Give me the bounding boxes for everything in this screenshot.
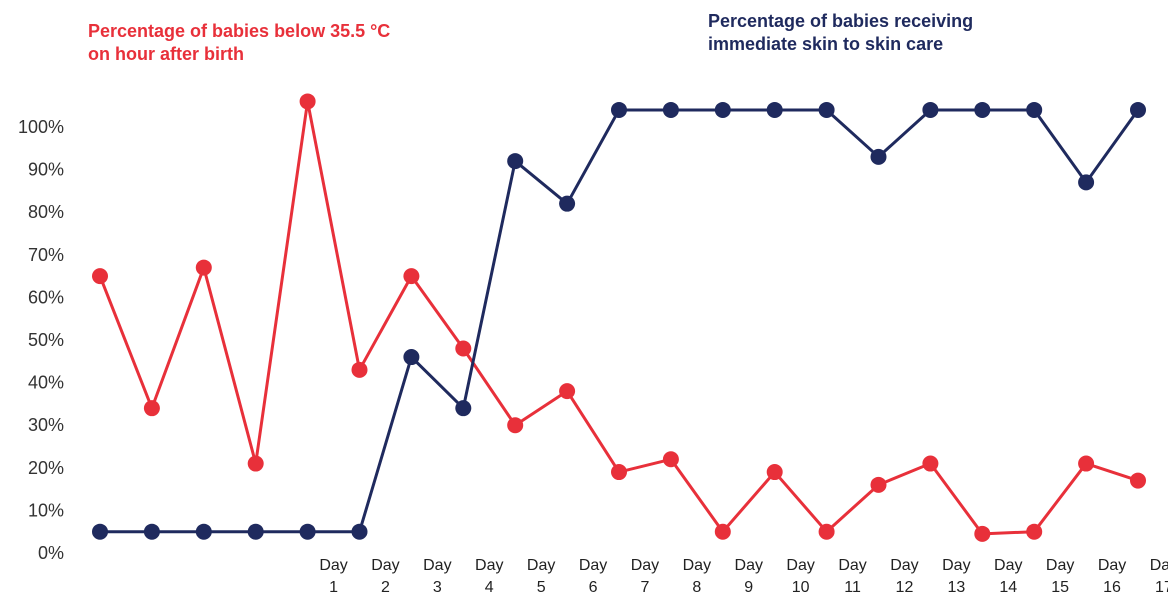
x-tick-label: 9 [744, 579, 753, 596]
red-series-point [662, 451, 679, 468]
y-tick-label: 70% [28, 245, 64, 265]
blue-series-point [662, 101, 679, 118]
red-series-point [195, 259, 212, 276]
red-series-point [143, 400, 160, 417]
legend-blue-line-1: Percentage of babies receiving [708, 11, 974, 31]
x-tick-label: 7 [640, 579, 649, 596]
red-series-point [559, 383, 576, 400]
blue-series-point [403, 349, 420, 366]
blue-series-point [92, 523, 108, 540]
x-tick-label: 14 [999, 579, 1017, 596]
blue-series-point [195, 523, 212, 540]
red-series-point [1130, 472, 1146, 489]
red-series-point [455, 340, 472, 357]
x-tick-label: Day [1150, 557, 1168, 574]
series-points [92, 93, 1146, 542]
y-tick-label: 0% [38, 543, 64, 563]
blue-series-point [507, 153, 524, 170]
blue-series-point [714, 101, 731, 118]
red-series-point [299, 93, 316, 110]
y-tick-label: 20% [28, 458, 64, 478]
y-tick-label: 100% [18, 117, 64, 137]
x-tick-label: Day [942, 557, 970, 574]
x-tick-label: Day [475, 557, 503, 574]
x-tick-label: 13 [947, 579, 965, 596]
x-tick-label: Day [735, 557, 763, 574]
x-tick-label: 10 [792, 579, 810, 596]
x-tick-label: Day [319, 557, 347, 574]
x-tick-label: 2 [381, 579, 390, 596]
blue-series-point [455, 400, 472, 417]
x-tick-label: Day [1098, 557, 1126, 574]
x-tick-label: Day [371, 557, 399, 574]
y-tick-label: 40% [28, 373, 64, 393]
blue-series-point [766, 101, 783, 118]
blue-series-point [1130, 101, 1146, 118]
blue-series-point [351, 523, 368, 540]
red-series-point [507, 417, 524, 434]
blue-series-point [143, 523, 160, 540]
red-series-point [611, 464, 627, 481]
red-series-point [247, 455, 264, 472]
blue-series-point [611, 101, 627, 118]
x-axis-ticks: Day 1 Day 2 Day 3 Day 4 Day 5 Day 6 Day 7 Day 8 Day 9 Day 1… [319, 557, 1168, 596]
x-tick-label: 1 [329, 579, 338, 596]
x-tick-label: 8 [692, 579, 701, 596]
x-tick-label: Day [631, 557, 659, 574]
red-series-point [92, 268, 108, 285]
red-series-point [351, 361, 368, 378]
legend-blue-series: Percentage of babies receiving immediate… [708, 10, 973, 56]
y-tick-label: 80% [28, 202, 64, 222]
x-tick-label: Day [579, 557, 607, 574]
x-tick-label: 5 [537, 579, 546, 596]
y-tick-label: 50% [28, 330, 64, 350]
blue-series-point [559, 195, 576, 212]
legend-red-series: Percentage of babies below 35.5 °C on ho… [88, 20, 390, 66]
legend-red-line-1: Percentage of babies below 35.5 °C [88, 21, 391, 41]
y-tick-label: 30% [28, 415, 64, 435]
x-tick-label: Day [890, 557, 918, 574]
blue-series-point [818, 101, 835, 118]
red-series-point [870, 476, 887, 493]
red-series-point [1026, 523, 1043, 540]
y-tick-label: 90% [28, 160, 64, 180]
blue-series-point [299, 523, 316, 540]
blue-series-point [247, 523, 264, 540]
red-series-point [403, 268, 420, 285]
x-tick-label: Day [683, 557, 711, 574]
blue-series-point [974, 101, 991, 118]
x-tick-label: Day [1046, 557, 1074, 574]
blue-series-point [922, 101, 939, 118]
x-tick-label: 4 [485, 579, 494, 596]
x-tick-label: 12 [896, 579, 914, 596]
x-tick-label: Day [423, 557, 451, 574]
y-tick-label: 10% [28, 500, 64, 520]
x-tick-label: Day [786, 557, 814, 574]
red-series-point [714, 523, 731, 540]
blue-series-point [870, 148, 887, 165]
blue-series-point [1078, 174, 1095, 191]
red-series-point [766, 464, 783, 481]
red-series-point [1078, 455, 1095, 472]
y-tick-label: 60% [28, 287, 64, 307]
x-tick-label: 3 [433, 579, 442, 596]
blue-series-point [1026, 101, 1043, 118]
x-tick-label: 15 [1051, 579, 1069, 596]
red-series-point [974, 525, 991, 542]
x-tick-label: 6 [589, 579, 598, 596]
x-tick-label: Day [994, 557, 1022, 574]
x-tick-label: 11 [844, 579, 861, 596]
y-axis-ticks: 0% 10% 20% 30% 40% 50% 60% 70% 80% 90% 100% [18, 117, 64, 563]
x-tick-label: Day [527, 557, 555, 574]
x-tick-label: 17 [1155, 579, 1168, 596]
red-series-point [922, 455, 939, 472]
x-tick-label: Day [838, 557, 866, 574]
legend-red-line-2: on hour after birth [88, 44, 244, 64]
x-tick-label: 16 [1103, 579, 1121, 596]
legend-blue-line-2: immediate skin to skin care [708, 34, 944, 54]
red-series-point [818, 523, 835, 540]
